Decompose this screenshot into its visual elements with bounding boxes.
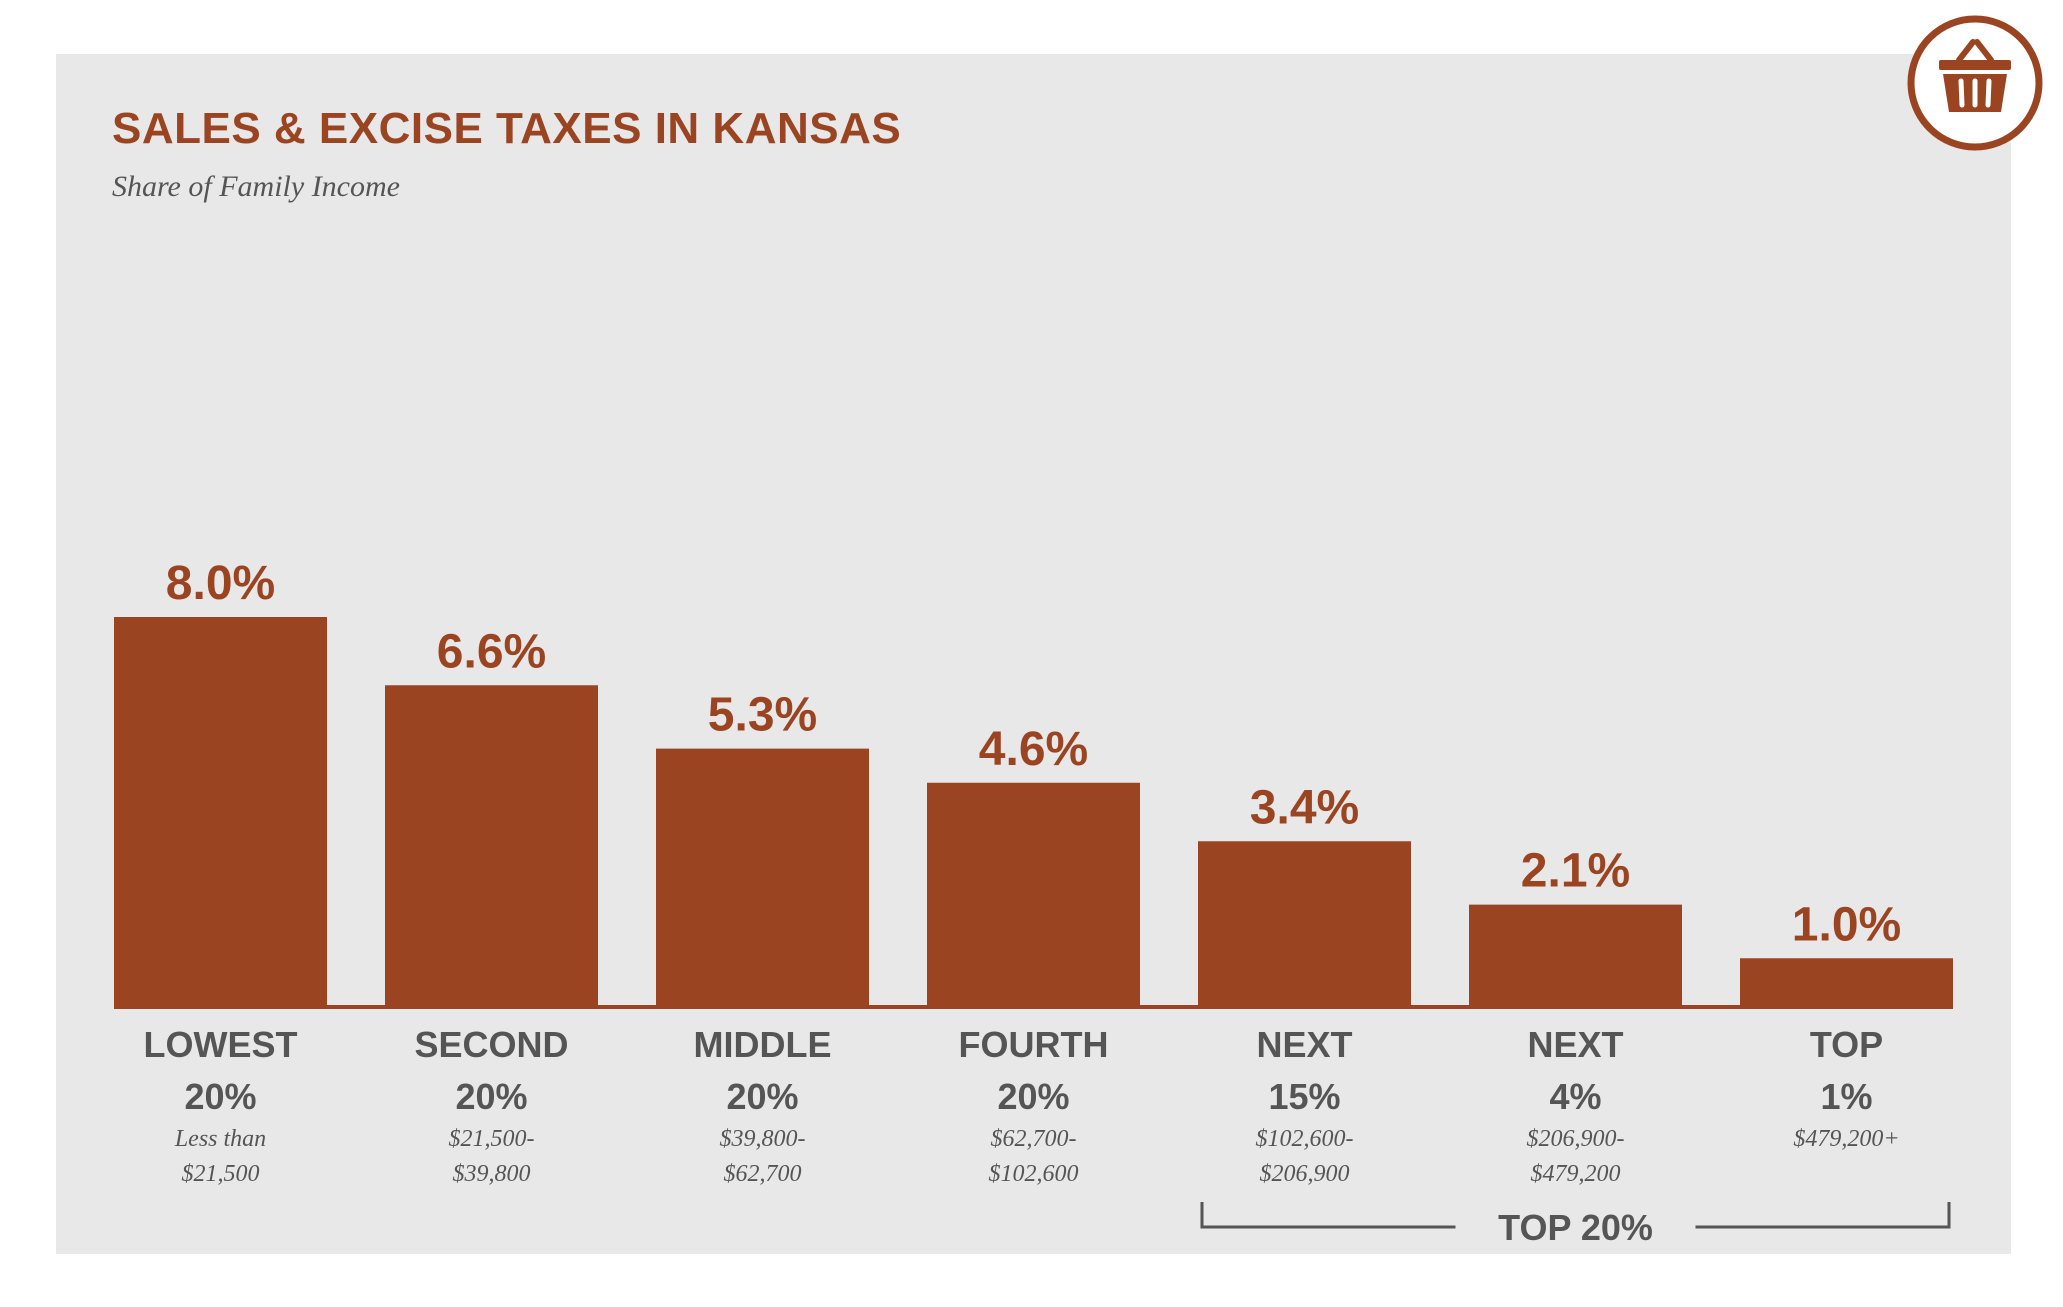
group-bracket-right: [1695, 1202, 1951, 1229]
category-label-1-line-1: LOWEST: [144, 1024, 298, 1065]
income-range-3-line-2: $62,700: [724, 1161, 802, 1187]
data-label-3: 5.3%: [708, 689, 817, 742]
basket-icon: [1907, 15, 2043, 151]
category-label-3-line-2: 20%: [726, 1076, 798, 1117]
income-range-5-line-2: $206,900: [1260, 1161, 1350, 1187]
category-label-6-line-1: NEXT: [1527, 1024, 1623, 1065]
category-label-4-line-2: 20%: [997, 1076, 1069, 1117]
income-range-2-line-1: $21,500-: [449, 1126, 535, 1152]
data-label-7: 1.0%: [1792, 898, 1901, 951]
bar-6: [1469, 904, 1682, 1007]
income-range-4-line-2: $102,600: [989, 1161, 1079, 1187]
bar-1: [114, 617, 327, 1007]
category-label-2-line-2: 20%: [455, 1076, 527, 1117]
income-range-3-line-1: $39,800-: [720, 1126, 806, 1152]
group-bracket-left: [1200, 1202, 1456, 1229]
labels-group: 8.0% LOWEST 20% Less than $21,500 6.6% SECOND 2…: [144, 557, 1951, 1248]
category-label-6-line-2: 4%: [1549, 1076, 1601, 1117]
chart-title: SALES & EXCISE TAXES IN KANSAS: [112, 104, 902, 153]
category-label-4-line-1: FOURTH: [959, 1024, 1109, 1065]
bar-4: [927, 782, 1140, 1007]
category-label-7-line-2: 1%: [1820, 1076, 1872, 1117]
bar-5: [1198, 841, 1411, 1007]
data-label-5: 3.4%: [1250, 781, 1359, 834]
category-label-5-line-1: NEXT: [1256, 1024, 1352, 1065]
data-label-4: 4.6%: [979, 723, 1088, 776]
chart-subtitle: Share of Family Income: [112, 170, 400, 203]
income-range-6-line-1: $206,900-: [1527, 1126, 1625, 1152]
income-range-6-line-2: $479,200: [1531, 1161, 1621, 1187]
group-bracket-label: TOP 20%: [1498, 1207, 1653, 1248]
category-label-3-line-1: MIDDLE: [694, 1024, 832, 1065]
income-range-1-line-1: Less than: [174, 1126, 266, 1152]
chart-panel: [56, 54, 2011, 1254]
income-range-2-line-2: $39,800: [453, 1161, 531, 1187]
category-label-5-line-2: 15%: [1268, 1076, 1340, 1117]
income-range-7-line-1: $479,200+: [1793, 1126, 1899, 1152]
data-label-1: 8.0%: [166, 557, 275, 610]
category-label-1-line-2: 20%: [184, 1076, 256, 1117]
bar-7: [1740, 958, 1953, 1007]
category-label-2-line-1: SECOND: [414, 1024, 568, 1065]
bars-group: [114, 617, 1953, 1009]
bar-3: [656, 748, 869, 1007]
data-label-6: 2.1%: [1521, 845, 1630, 898]
category-label-7-line-1: TOP: [1810, 1024, 1883, 1065]
income-range-5-line-1: $102,600-: [1256, 1126, 1354, 1152]
data-label-2: 6.6%: [437, 625, 546, 678]
income-range-1-line-2: $21,500: [182, 1161, 260, 1187]
income-range-4-line-1: $62,700-: [991, 1126, 1077, 1152]
bar-2: [385, 685, 598, 1007]
